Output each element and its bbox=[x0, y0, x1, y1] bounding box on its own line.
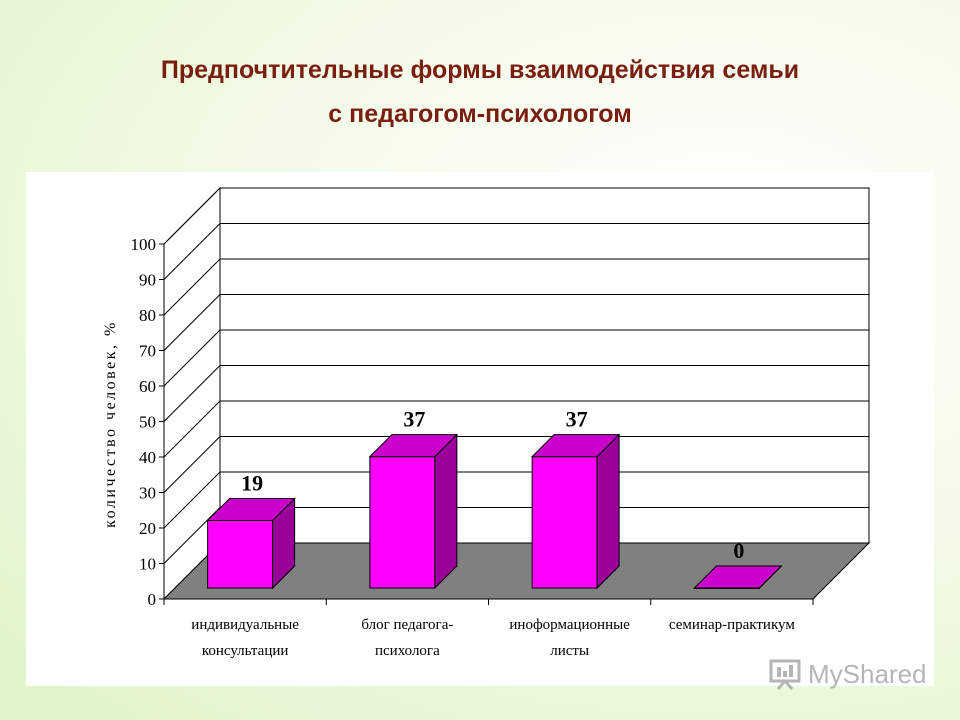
bar-side bbox=[272, 497, 296, 590]
y-tick-label: 20 bbox=[139, 519, 156, 538]
presentation-icon bbox=[769, 659, 801, 690]
x-tick-label: иноформационные листы bbox=[509, 617, 630, 659]
y-tick-label: 70 bbox=[139, 342, 156, 361]
slide-title: Предпочтительные формы взаимодействия се… bbox=[0, 48, 960, 136]
gridline bbox=[163, 187, 869, 245]
y-tick-label: 100 bbox=[131, 235, 157, 254]
y-tick-label: 90 bbox=[139, 271, 156, 290]
gridline bbox=[163, 365, 869, 422]
y-tick-label: 60 bbox=[139, 377, 156, 396]
gridline bbox=[163, 329, 869, 387]
gridline bbox=[163, 436, 869, 493]
bar-side bbox=[759, 565, 782, 589]
chart-panel: 0 10 20 30 40 50 60 70 80 90 100 индивидуальные кон… bbox=[26, 172, 934, 686]
y-tick-label: 30 bbox=[139, 484, 156, 503]
y-tick-label: 50 bbox=[139, 413, 156, 432]
bar-front bbox=[531, 456, 598, 589]
x-tick-label: блог педагога-психолога bbox=[361, 617, 453, 659]
data-label: 0 bbox=[733, 538, 744, 563]
slide-title-line-1: Предпочтительные формы взаимодействия се… bbox=[160, 56, 800, 84]
x-tick-label: семинар-практикум bbox=[669, 617, 795, 633]
data-label: 37 bbox=[403, 407, 425, 432]
bar-front bbox=[369, 456, 436, 589]
x-tick-label: индивидуальные консультации bbox=[191, 617, 299, 659]
bar-chart: 0 10 20 30 40 50 60 70 80 90 100 индивидуальные кон… bbox=[102, 186, 871, 659]
gridline bbox=[163, 258, 869, 316]
data-label: 37 bbox=[566, 407, 588, 432]
gridline bbox=[163, 400, 869, 458]
slide-title-line-2: с педагогом-психологом bbox=[328, 100, 632, 128]
watermark-text: MyShared bbox=[808, 658, 927, 689]
watermark: MyShared bbox=[768, 656, 927, 692]
y-tick-label: 40 bbox=[139, 448, 156, 467]
bar-side bbox=[434, 433, 458, 590]
bar bbox=[530, 433, 621, 590]
gridline bbox=[163, 471, 869, 529]
y-tick-label: 0 bbox=[148, 590, 157, 609]
y-tick-label: 80 bbox=[139, 306, 156, 325]
bar bbox=[368, 433, 459, 590]
data-label: 19 bbox=[241, 471, 263, 496]
bar bbox=[206, 497, 296, 590]
y-tick-label: 10 bbox=[139, 555, 156, 574]
bar-front bbox=[207, 520, 274, 589]
bar-side bbox=[596, 433, 620, 590]
y-axis-label: количество человек, % bbox=[102, 320, 119, 528]
gridline bbox=[163, 294, 869, 351]
bar bbox=[693, 565, 783, 589]
gridline bbox=[163, 223, 869, 280]
